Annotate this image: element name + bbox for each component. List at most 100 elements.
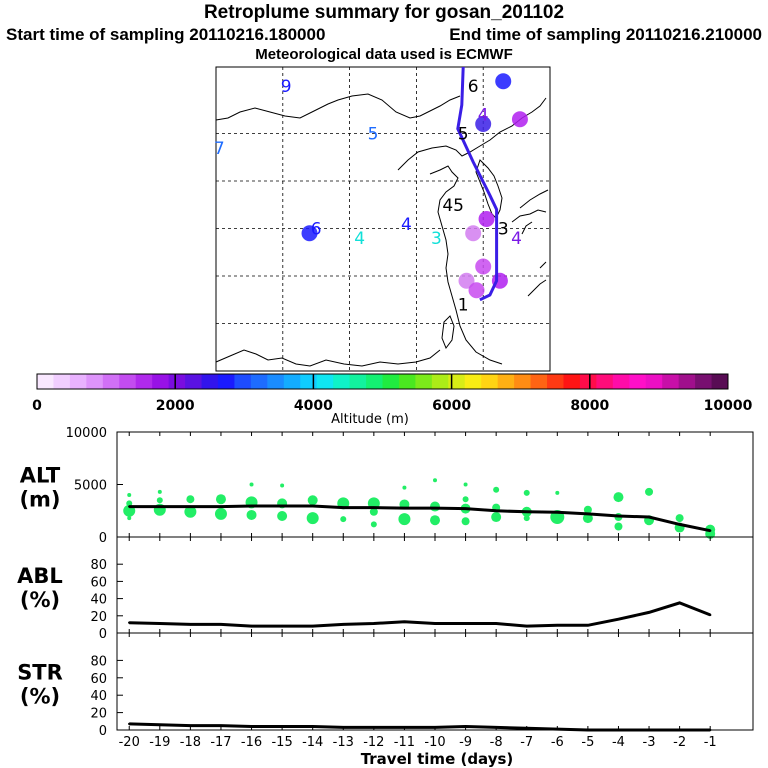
y-tick-label: 60 (90, 575, 107, 590)
scatter-point (583, 505, 592, 514)
x-tick-label: -13 (333, 735, 354, 750)
scatter-point (463, 482, 468, 487)
x-tick-label: -10 (424, 735, 445, 750)
scatter-point (370, 521, 377, 528)
map-label: 4 (478, 106, 489, 126)
colorbar-swatch (300, 374, 318, 389)
y-tick-label: 40 (90, 593, 107, 608)
colorbar-label: Altitude (m) (331, 412, 409, 427)
series-point (494, 622, 498, 625)
scatter-point (582, 513, 593, 524)
scatter-point (215, 494, 226, 505)
colorbar-swatch (135, 374, 153, 389)
x-tick-label: -11 (394, 735, 415, 750)
scatter-point (307, 495, 318, 506)
series-point (250, 725, 253, 728)
panel-abl: 0 20 40 60 80 ABL(%) (17, 536, 754, 642)
series-line (129, 504, 711, 533)
map-label: 6 (311, 220, 322, 240)
panel-alt: 0 5000 10000 ALT(m) (19, 426, 754, 546)
x-tick-label: -5 (581, 735, 594, 750)
y-tick-label: 0 (99, 724, 107, 739)
colorbar-swatch (234, 374, 252, 389)
x-tick-label: -17 (210, 735, 231, 750)
series-point (128, 621, 131, 624)
map-blob (458, 272, 475, 289)
colorbar-swatch (497, 374, 515, 389)
series-point (647, 611, 651, 614)
scatter-point (184, 505, 197, 518)
colorbar-swatch (596, 374, 614, 389)
x-tick-label: -8 (490, 735, 503, 750)
colorbar-swatch (283, 374, 301, 389)
colorbar-swatch (481, 374, 499, 389)
map-blobs (301, 73, 528, 299)
coastline-south (215, 349, 441, 367)
scatter-point (645, 487, 654, 496)
colorbar-swatch (349, 374, 367, 389)
series-point (372, 726, 376, 729)
y-tick-label: 20 (90, 707, 107, 722)
scatter-point (186, 495, 195, 504)
series-point (403, 506, 406, 510)
series-point (433, 622, 437, 625)
colorbar-swatch (382, 374, 400, 389)
series-point (128, 505, 131, 508)
map-label: 4 (401, 215, 412, 235)
x-tick-label: -4 (612, 735, 625, 750)
met-data: Meteorological data used is ECMWF (255, 46, 513, 63)
scatter-point (127, 493, 132, 497)
colorbar-swatch (316, 374, 334, 389)
series-point (433, 726, 437, 729)
series-point (647, 728, 651, 732)
series-point (403, 726, 406, 729)
colorbar-swatch (152, 374, 170, 389)
scatter-point (613, 492, 624, 503)
scatter-point (156, 497, 163, 504)
colorbar-swatch (695, 374, 712, 389)
colorbar-swatch (69, 374, 87, 389)
colorbar-swatch (415, 374, 433, 389)
x-tick-label: -3 (643, 735, 656, 750)
map-label: 6 (468, 77, 479, 97)
scatter-point (555, 490, 560, 495)
map-blob (301, 225, 318, 242)
series-point (464, 622, 467, 625)
series-point (678, 601, 681, 605)
series-point (678, 728, 681, 732)
scatter-point (369, 507, 378, 516)
series-point (556, 511, 559, 514)
x-axis-label: Travel time (days) (361, 750, 514, 768)
map-blob (465, 225, 482, 242)
scatter-point (127, 516, 132, 521)
colorbar-swatch (37, 374, 54, 389)
y-axis-label: STR (17, 661, 63, 685)
scatter-point (433, 478, 437, 483)
end-time: End time of sampling 20110216.210000 (449, 25, 762, 44)
x-tick-label: -18 (180, 735, 201, 750)
series-point (280, 725, 284, 728)
colorbar-tick-label: 6000 (432, 398, 471, 414)
panel-frame (116, 536, 754, 634)
series-point (280, 624, 284, 628)
y-tick-label: 0 (99, 627, 107, 642)
map-label: 1 (458, 296, 469, 316)
x-tick-label: -7 (520, 735, 533, 750)
y-axis-unit: (%) (20, 588, 60, 612)
colorbar-swatch (448, 374, 466, 389)
panel-frame (116, 632, 754, 731)
colorbar-swatch (119, 374, 137, 389)
map-label: 4 (511, 229, 522, 249)
series-point (189, 505, 192, 508)
series-point (556, 624, 559, 627)
series-point (189, 724, 192, 727)
series-point (372, 506, 376, 509)
scatter-point (246, 509, 257, 520)
scatter-point (277, 511, 288, 521)
series-point (342, 726, 345, 729)
series-line (129, 722, 711, 732)
y-tick-label: 60 (90, 672, 107, 687)
series-point (617, 728, 620, 732)
colorbar-swatch (629, 374, 647, 389)
